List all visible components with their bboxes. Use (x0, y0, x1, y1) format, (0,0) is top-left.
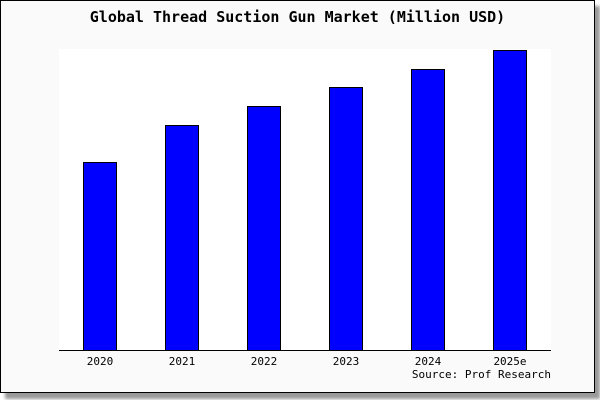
bar-slot-2020 (59, 162, 141, 350)
x-tick-label-2023: 2023 (332, 355, 360, 368)
source-note: Source: Prof Research (411, 368, 551, 381)
bar-2023 (329, 87, 363, 350)
x-tick-label-2022: 2022 (250, 355, 278, 368)
bar-2020 (83, 162, 117, 350)
x-tick-label-2020: 2020 (86, 355, 114, 368)
x-tick-label-2024: 2024 (414, 355, 442, 368)
chart-window: Global Thread Suction Gun Market (Millio… (0, 0, 595, 393)
bars-container (59, 49, 551, 350)
bar-2024 (411, 69, 445, 350)
bar-slot-2021 (141, 125, 223, 350)
bar-slot-2023 (305, 87, 387, 350)
bar-slot-2022 (223, 106, 305, 350)
x-tick-label-2021: 2021 (168, 355, 196, 368)
bar-2021 (165, 125, 199, 350)
x-tick-label-2025e: 2025e (493, 355, 527, 368)
bar-slot-2025e (469, 50, 551, 350)
x-axis-labels: 2020 2021 2022 2023 2024 2025e (59, 355, 551, 368)
chart-title: Global Thread Suction Gun Market (Millio… (89, 8, 506, 26)
bar-2022 (247, 106, 281, 350)
bar-slot-2024 (387, 69, 469, 350)
plot-area (59, 49, 551, 351)
bar-2025e (493, 50, 527, 350)
